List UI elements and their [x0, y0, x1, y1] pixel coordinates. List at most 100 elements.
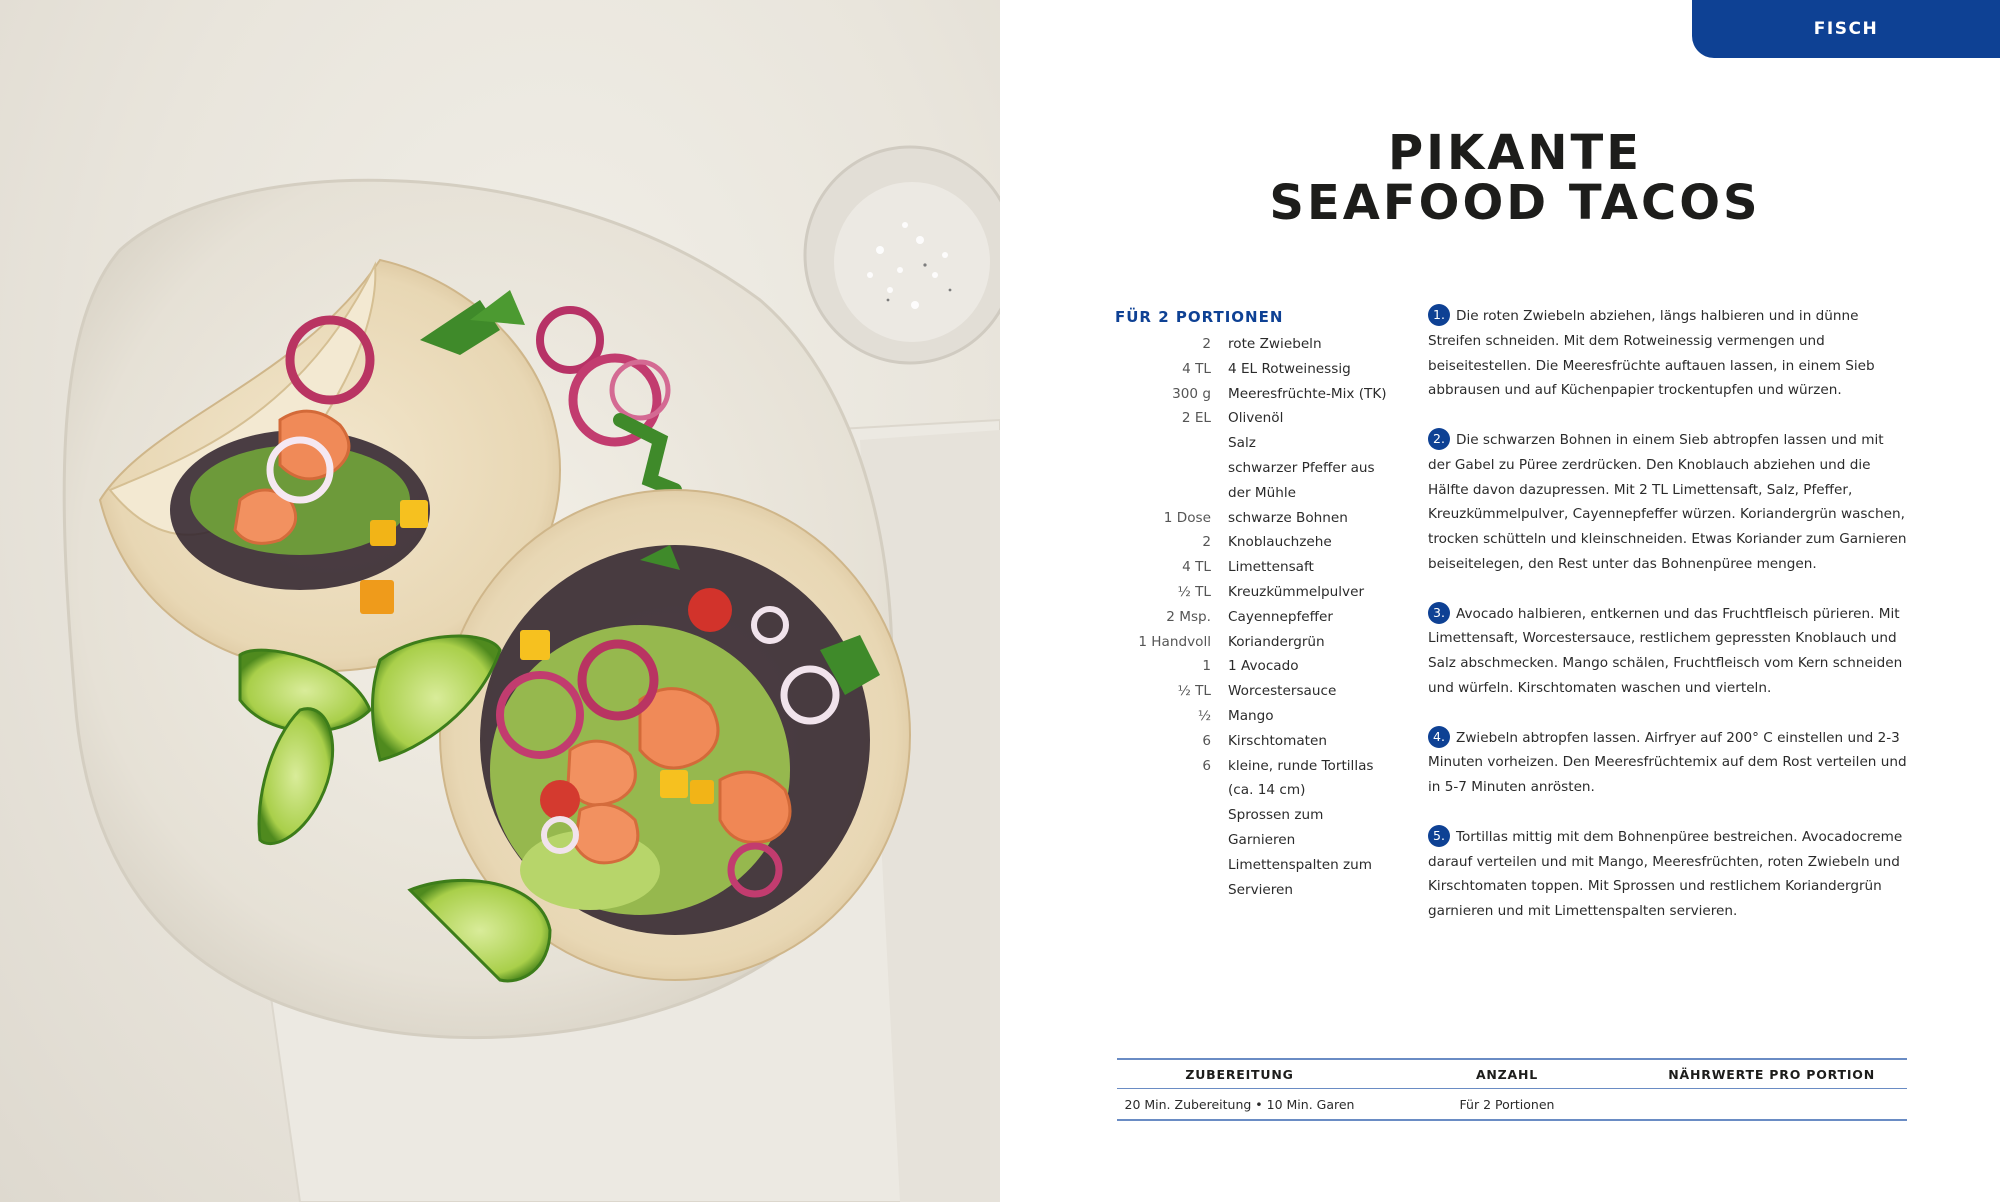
info-table-header: ZUBEREITUNG ANZAHL NÄHRWERTE PRO PORTION [1117, 1060, 1907, 1088]
step-number-badge: 4. [1428, 725, 1450, 748]
ingredient-name: 1 Avocado [1228, 658, 1299, 675]
header-nutrition: NÄHRWERTE PRO PORTION [1668, 1066, 1875, 1082]
ingredient-row: 2 EL Olivenöl [1115, 406, 1415, 431]
ingredient-name: Limettenspalten zum [1228, 856, 1373, 873]
ingredient-row: 1 1 Avocado [1115, 654, 1415, 679]
ingredient-row: Salz [1115, 431, 1415, 456]
ingredient-row: der Mühle [1115, 481, 1415, 506]
ingredient-row: Garnieren [1115, 828, 1415, 853]
ingredient-name: Cayennepfeffer [1228, 608, 1333, 625]
ingredient-row: 2 Msp. Cayennepfeffer [1115, 605, 1415, 630]
ingredient-name: (ca. 14 cm) [1228, 782, 1306, 799]
recipe-photo [0, 0, 1000, 1202]
ingredient-amount [1115, 878, 1228, 903]
ingredient-amount: 1 [1202, 658, 1211, 675]
ingredient-row: 4 TL Limettensaft [1115, 555, 1415, 580]
ingredient-name: der Mühle [1228, 484, 1297, 501]
step-4: 4. Zwiebeln abtropfen lassen. Airfryer au… [1428, 725, 1908, 800]
value-quantity: Für 2 Portionen [1459, 1096, 1555, 1112]
ingredient-name: schwarze Bohnen [1228, 509, 1348, 526]
ingredient-name: Kirschtomaten [1228, 732, 1327, 749]
table-top-rule [1117, 1058, 1907, 1060]
ingredient-amount: 2 [1202, 534, 1211, 551]
ingredient-name: Olivenöl [1228, 410, 1284, 427]
ingredient-name: Servieren [1228, 881, 1294, 898]
ingredient-amount: ½ TL [1177, 583, 1211, 600]
ingredient-amount [1115, 778, 1228, 803]
category-label: FISCH [1813, 19, 1879, 39]
value-prep: 20 Min. Zubereitung • 10 Min. Garen [1124, 1096, 1355, 1112]
ingredient-list: 2 rote Zwiebeln 4 TL 4 EL Rotweinessig 300 g… [1115, 332, 1415, 902]
header-quantity: ANZAHL [1475, 1066, 1539, 1082]
ingredient-amount: 6 [1202, 757, 1211, 774]
ingredient-amount [1115, 431, 1228, 456]
ingredient-name: rote Zwiebeln [1228, 336, 1322, 352]
ingredient-name: schwarzer Pfeffer aus [1228, 459, 1375, 476]
ingredient-row: Limettenspalten zum [1115, 853, 1415, 878]
ingredient-row: 300 g Meeresfrüchte-Mix (TK) [1115, 382, 1415, 407]
ingredient-amount: 1 Handvoll [1138, 633, 1211, 650]
step-2: 2. Die schwarzen Bohnen in einem Sieb abt… [1428, 427, 1908, 577]
ingredient-row: Servieren [1115, 878, 1415, 903]
header-prep: ZUBEREITUNG [1185, 1066, 1294, 1082]
title-line-1: PIKANTE [1387, 125, 1643, 181]
ingredient-name: 4 EL Rotweinessig [1228, 360, 1351, 377]
step-number-badge: 1. [1428, 304, 1450, 326]
ingredient-row: (ca. 14 cm) [1115, 778, 1415, 803]
ingredient-amount [1115, 828, 1228, 853]
ingredient-row: 2 rote Zwiebeln [1115, 332, 1415, 357]
ingredient-amount: 6 [1202, 732, 1211, 749]
ingredient-name: Salz [1228, 435, 1256, 452]
ingredient-amount [1115, 853, 1228, 878]
ingredient-name: Mango [1228, 707, 1274, 724]
ingredient-row: Sprossen zum [1115, 803, 1415, 828]
step-1: 1. Die roten Zwiebeln abziehen, längs hal… [1428, 304, 1908, 403]
ingredient-row: 1 Dose schwarze Bohnen [1115, 506, 1415, 531]
ingredient-row: ½ TL Worcestersauce [1115, 679, 1415, 704]
info-table-values: 20 Min. Zubereitung • 10 Min. Garen Für … [1117, 1088, 1907, 1119]
ingredient-row: schwarzer Pfeffer aus [1115, 456, 1415, 481]
ingredient-amount: 4 TL [1182, 559, 1211, 576]
ingredient-name: Garnieren [1228, 831, 1296, 848]
info-table: ZUBEREITUNG ANZAHL NÄHRWERTE PRO PORTION… [1117, 1058, 1907, 1121]
ingredient-amount [1115, 481, 1228, 506]
ingredient-amount: 2 [1202, 336, 1211, 352]
ingredient-row: ½ Mango [1115, 704, 1415, 729]
step-text: Die roten Zwiebeln abziehen, längs halbi… [1428, 308, 1875, 399]
ingredient-row: 2 Knoblauchzehe [1115, 530, 1415, 555]
ingredient-row: 1 Handvoll Koriandergrün [1115, 630, 1415, 655]
recipe-title: PIKANTE SEAFOOD TACOS [1115, 128, 1915, 228]
ingredient-name: Knoblauchzehe [1228, 534, 1332, 551]
step-5: 5. Tortillas mittig mit dem Bohnenpüree b… [1428, 824, 1908, 924]
ingredient-name: kleine, runde Tortillas [1228, 757, 1374, 774]
ingredient-row: 6 Kirschtomaten [1115, 729, 1415, 754]
ingredient-amount: ½ [1197, 707, 1211, 724]
ingredient-row: 4 TL 4 EL Rotweinessig [1115, 357, 1415, 382]
ingredient-row: ½ TL Kreuzkümmelpulver [1115, 580, 1415, 605]
tacos-illustration [62, 145, 1000, 1202]
ingredient-name: Worcestersauce [1228, 683, 1337, 700]
ingredient-amount: 2 Msp. [1166, 608, 1211, 625]
ingredient-name: Limettensaft [1228, 559, 1314, 576]
ingredient-amount: 1 Dose [1163, 509, 1211, 526]
ingredient-amount: 4 TL [1182, 360, 1211, 377]
ingredient-amount: 2 EL [1181, 410, 1211, 427]
ingredient-name: Kreuzkümmelpulver [1228, 583, 1365, 600]
preparation-steps: 1. Die roten Zwiebeln abziehen, längs hal… [1428, 304, 1908, 949]
ingredient-amount: 300 g [1172, 385, 1211, 402]
step-number-badge: 2. [1428, 427, 1450, 450]
title-line-2: SEAFOOD TACOS [1269, 175, 1761, 231]
ingredient-name: Koriandergrün [1228, 633, 1325, 650]
step-text: Zwiebeln abtropfen lassen. Airfryer auf … [1428, 729, 1907, 796]
category-tab: FISCH [1692, 0, 2000, 58]
ingredient-name: Sprossen zum [1228, 807, 1324, 824]
step-text: Avocado halbieren, entkernen und das Fru… [1428, 605, 1903, 696]
ingredients-heading: FÜR 2 PORTIONEN [1115, 308, 1284, 326]
step-number-badge: 3. [1428, 601, 1450, 624]
ingredient-row: 6 kleine, runde Tortillas [1115, 754, 1415, 779]
ingredient-amount: ½ TL [1177, 683, 1211, 700]
step-text: Tortillas mittig mit dem Bohnenpüree bes… [1428, 828, 1903, 920]
ingredient-name: Meeresfrüchte-Mix (TK) [1228, 385, 1387, 402]
table-bottom-rule [1117, 1119, 1907, 1121]
ingredient-amount [1115, 803, 1228, 828]
